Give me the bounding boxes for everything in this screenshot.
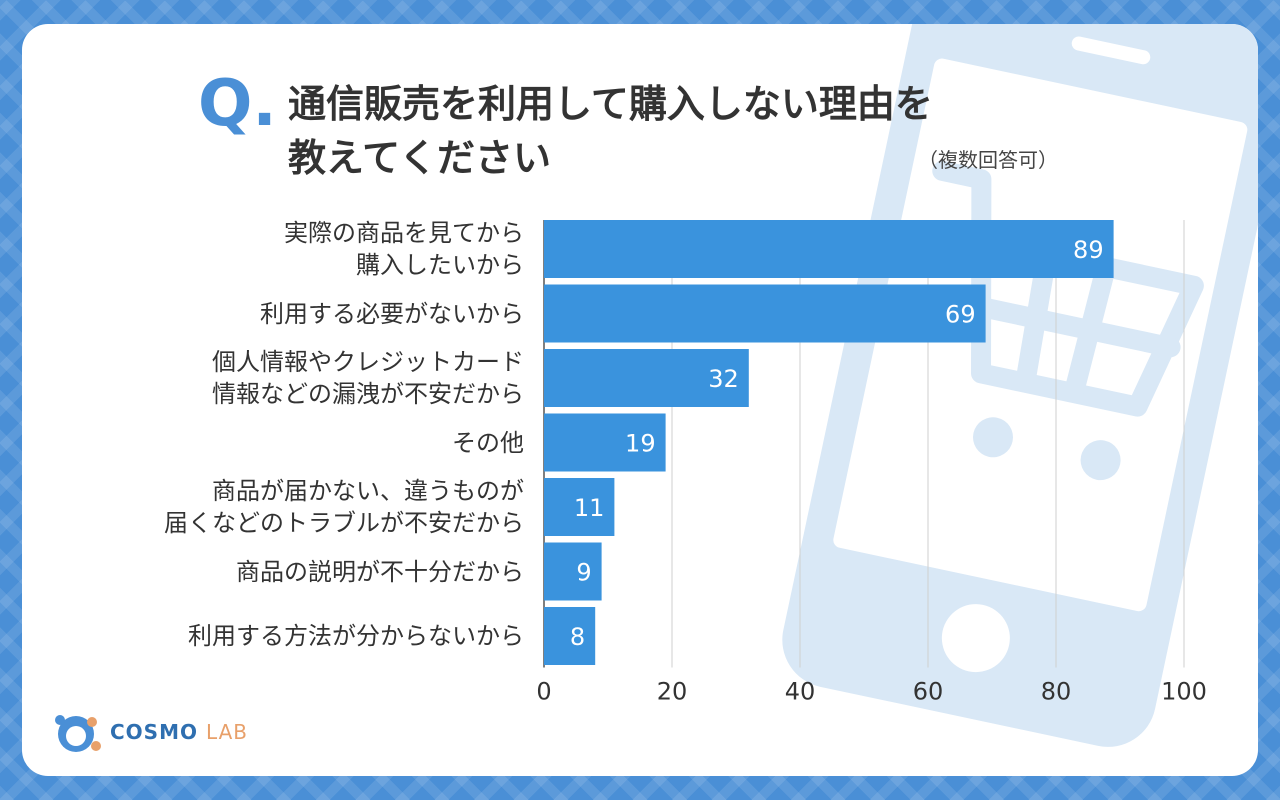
category-label: 個人情報やクレジットカード 情報などの漏洩が不安だから [212, 348, 524, 408]
bar-value-label: 19 [625, 430, 656, 458]
logo-brand: COSMO [110, 720, 198, 744]
category-label: 商品が届かない、違うものが 届くなどのトラブルが不安だから [164, 477, 524, 537]
category-label: 利用する方法が分からないから [188, 622, 524, 650]
logo-text: COSMO LAB [110, 720, 248, 744]
bar-value-label: 8 [570, 623, 585, 651]
bar [544, 542, 602, 601]
logo-suffix: LAB [205, 720, 248, 744]
category-label: 商品の説明が不十分だから [236, 557, 524, 586]
bar-value-label: 69 [945, 301, 976, 329]
logo: COSMO LAB [46, 712, 248, 756]
x-tick-label: 60 [913, 678, 944, 706]
bar-value-label: 32 [708, 365, 739, 393]
bar-value-label: 9 [576, 559, 591, 587]
x-tick-label: 20 [657, 678, 688, 706]
x-tick-label: 40 [785, 678, 816, 706]
smartphone-cart-illustration [782, 24, 1258, 747]
bar [544, 284, 986, 343]
category-label: その他 [452, 428, 524, 457]
category-label: 利用する必要がないから [260, 299, 524, 328]
bar [544, 413, 666, 472]
x-tick-label: 0 [536, 678, 551, 706]
bar [544, 349, 749, 407]
bar [544, 478, 615, 536]
bar-value-label: 11 [574, 494, 605, 522]
logo-mark-icon [55, 715, 101, 752]
chart-title-line-2: 教えてください [288, 136, 551, 180]
bar [544, 220, 1114, 278]
chart-title-line-1: 通信販売を利用して購入しない理由を [288, 82, 933, 126]
bar [544, 607, 596, 665]
title-note: （複数回答可） [918, 148, 1058, 172]
card: Q. 通信販売を利用して購入しない理由を 教えてください （複数回答可） 0 20… [22, 24, 1258, 776]
question-mark: Q. [198, 67, 277, 141]
bar-chart: 0 20 40 60 80 100 89 69 32 19 11 9 8 [536, 220, 1207, 706]
bar-value-label: 89 [1073, 236, 1104, 264]
x-tick-label: 80 [1041, 678, 1072, 706]
x-tick-label: 100 [1161, 678, 1207, 706]
category-label: 実際の商品を見てから 購入したいから [284, 219, 524, 279]
